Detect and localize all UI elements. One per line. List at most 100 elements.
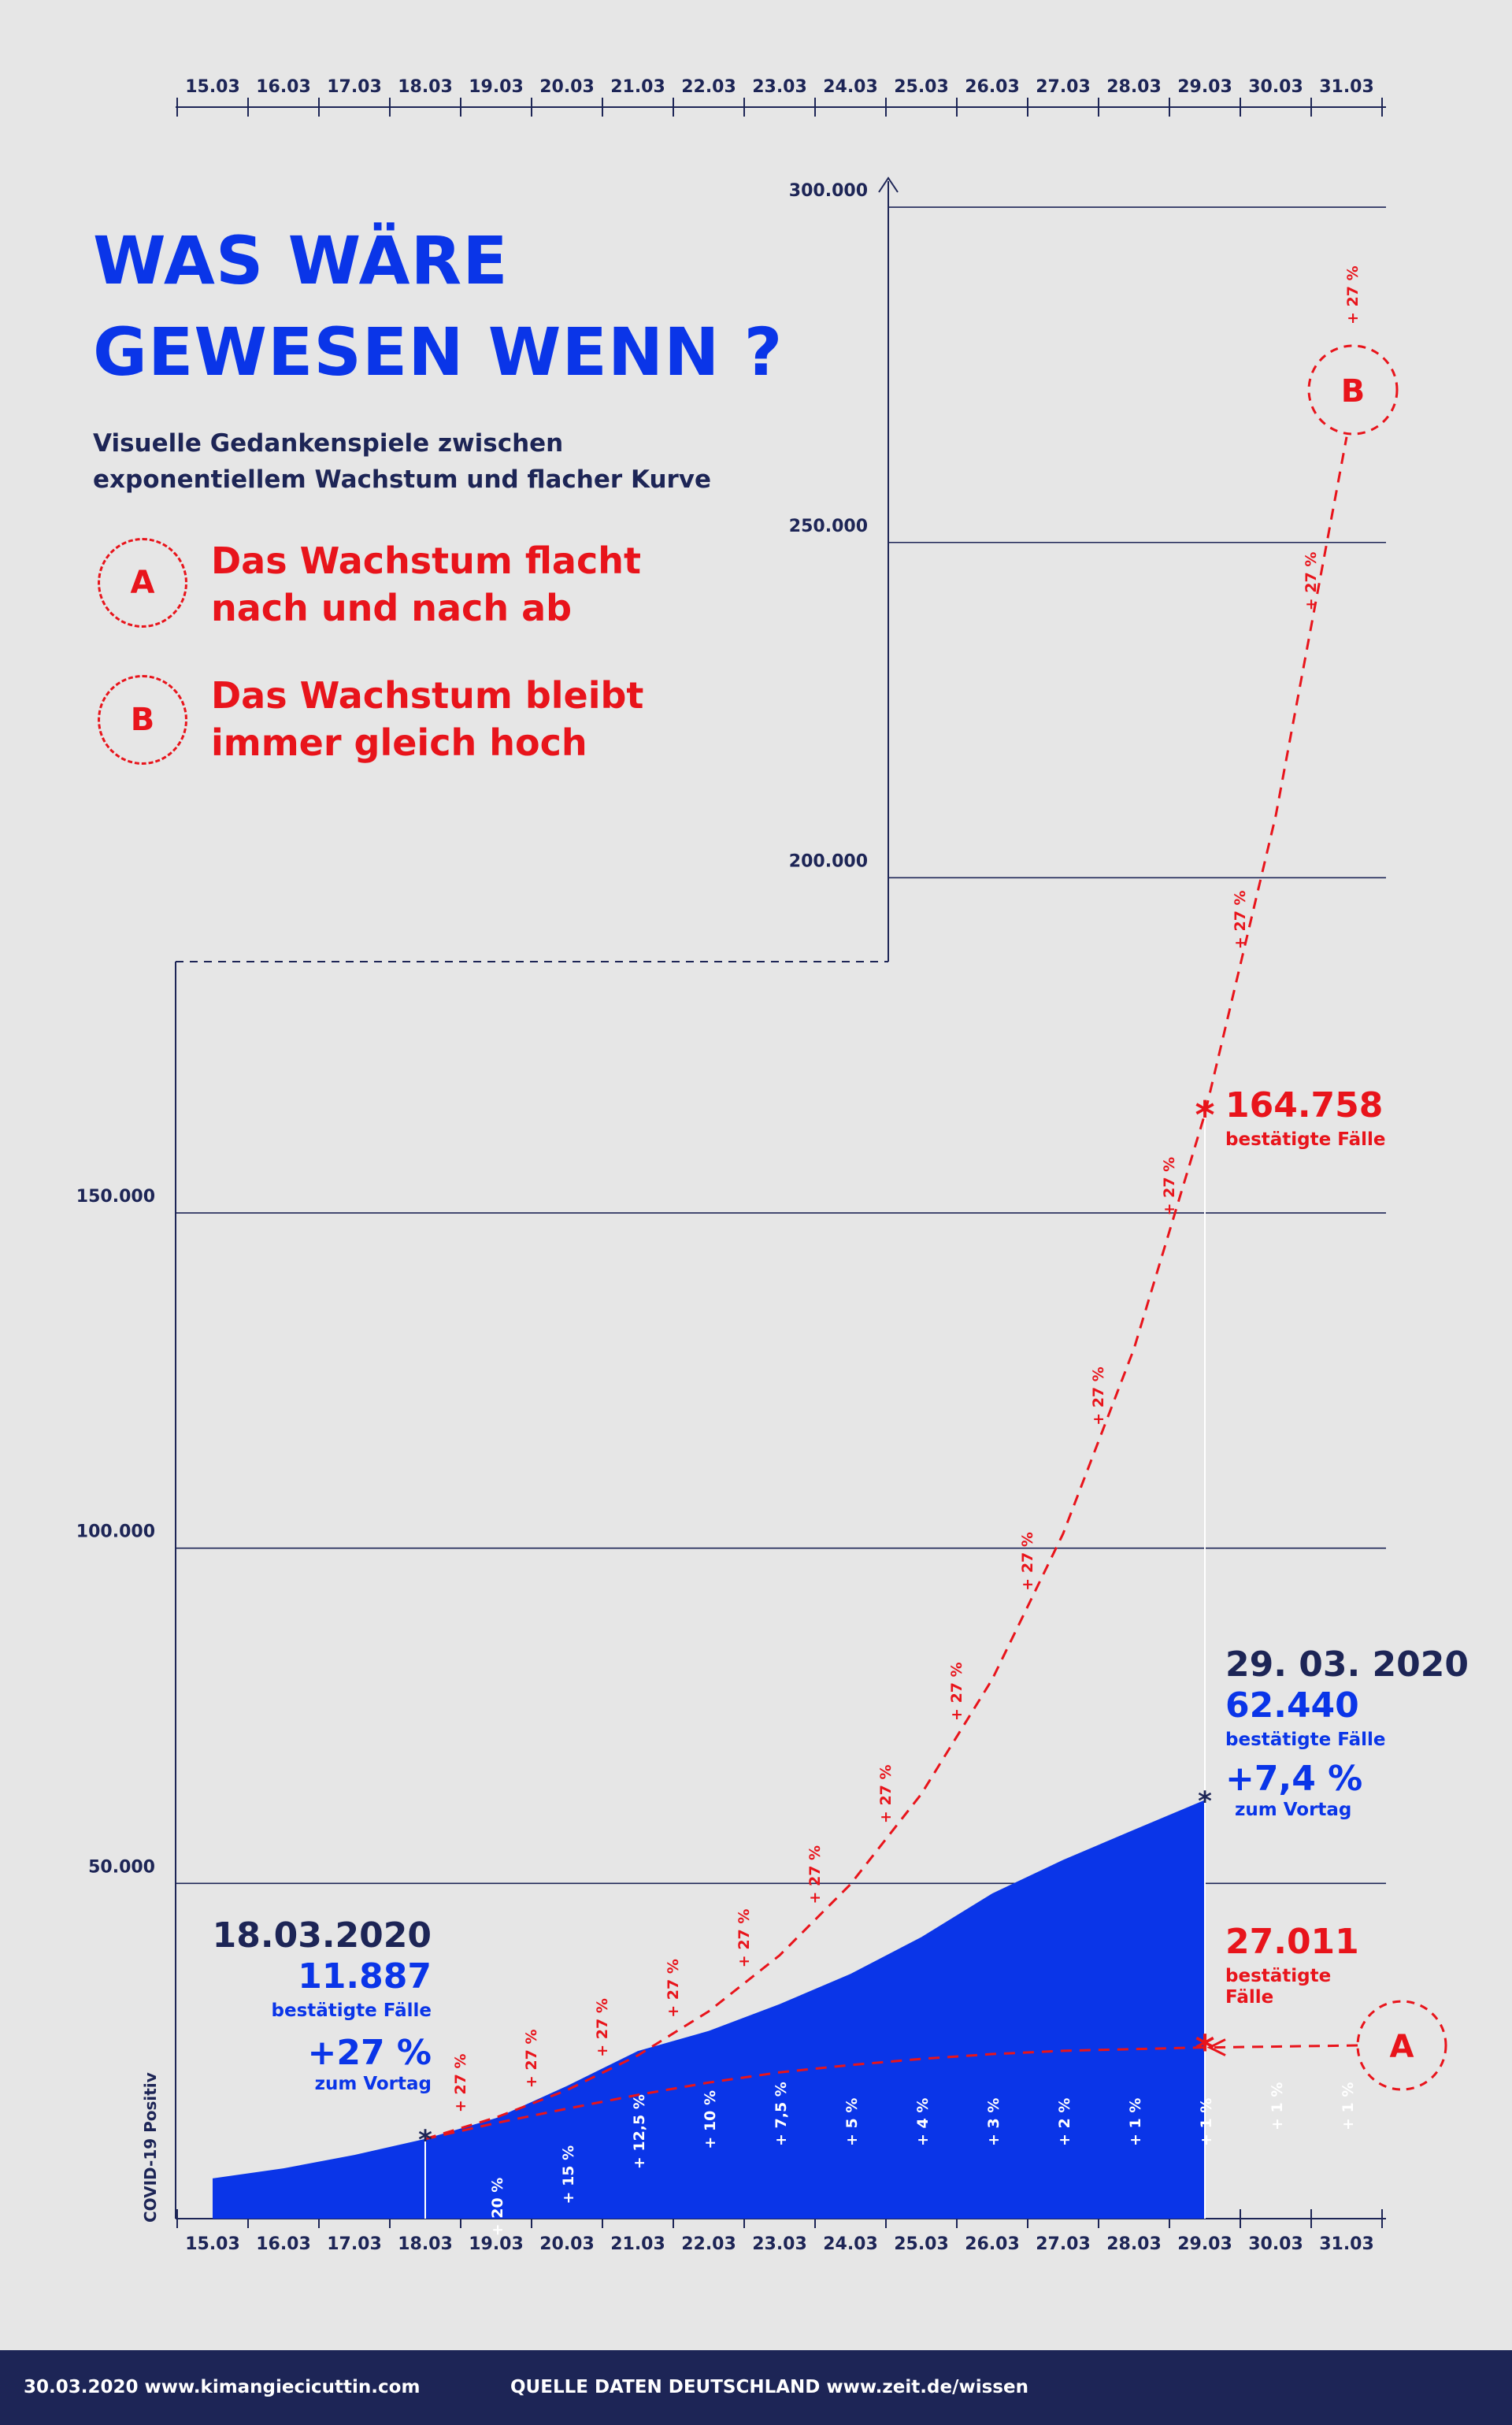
scenario-a-circle-label: A (1390, 2029, 1414, 2065)
legend-a-text: Das Wachstum flacht nach und nach ab (211, 537, 641, 632)
x-tick-label: 31.03 (1319, 2234, 1374, 2254)
growth-label-scenario-b: + 27 % (1232, 890, 1249, 949)
y-axis-label: COVID-19 Positiv (141, 2072, 160, 2223)
growth-label: + 1 % (1198, 2098, 1215, 2146)
scenario-a-value: 27.011 (1225, 1922, 1359, 1962)
scenario-a-arrow (1206, 2038, 1226, 2056)
growth-label-scenario-b: + 27 % (452, 2054, 469, 2113)
scenario-a-pointer (1214, 2044, 1358, 2049)
x-tick-label: 26.03 (965, 2234, 1020, 2254)
y-axis-arrow (878, 176, 899, 193)
title-line-2: GEWESEN WENN ? (93, 313, 784, 391)
growth-label-scenario-b: + 27 % (948, 1662, 965, 1721)
growth-label: + 3 % (985, 2098, 1002, 2146)
actual-point-marker: * (1198, 1785, 1212, 1817)
subtitle: Visuelle Gedankenspiele zwischen exponen… (93, 425, 711, 498)
footer-source: QUELLE DATEN DEUTSCHLAND www.zeit.de/wis… (510, 2377, 1028, 2397)
growth-label: + 2 % (1056, 2098, 1073, 2146)
growth-label: + 1 % (1127, 2098, 1144, 2146)
x-tick-label: 28.03 (1106, 2234, 1162, 2254)
start-value-label: bestätigte Fälle (271, 2000, 432, 2021)
x-tick-label-top: 23.03 (752, 77, 807, 97)
scenario-a-line (424, 2046, 1206, 2141)
x-tick-label-top: 21.03 (610, 77, 665, 97)
start-point-marker: * (418, 2125, 432, 2156)
scenario-b-value: 164.758 (1225, 1085, 1384, 1125)
y-tick-label: 300.000 (789, 181, 868, 201)
growth-label: + 5 % (843, 2098, 861, 2146)
scenario-a-annotation: 27.011 bestätigte Fälle (1225, 1922, 1359, 2008)
start-value: 11.887 (298, 1956, 432, 1997)
actual-change: +7,4 % (1225, 1758, 1363, 1799)
area-series-confirmed (213, 1800, 1205, 2219)
x-tick-label: 30.03 (1248, 2234, 1303, 2254)
title-line-1: WAS WÄRE (93, 222, 509, 299)
x-tick-label-top: 28.03 (1106, 77, 1162, 97)
x-tick-label: 23.03 (752, 2234, 807, 2254)
x-tick-label: 16.03 (256, 2234, 311, 2254)
x-tick-label: 20.03 (539, 2234, 595, 2254)
x-tick-label-top: 17.03 (327, 77, 382, 97)
growth-label-scenario-b: + 27 % (594, 1998, 611, 2057)
footer-left: 30.03.2020 www.kimangiecicuttin.com (24, 2377, 421, 2397)
legend-b-line-2: immer gleich hoch (211, 721, 587, 764)
y-tick-label: 100.000 (76, 1522, 155, 1542)
footer: 30.03.2020 www.kimangiecicuttin.com QUEL… (0, 2350, 1512, 2425)
growth-label: + 12,5 % (631, 2094, 648, 2169)
x-tick-label-top: 15.03 (185, 77, 240, 97)
x-tick-label: 22.03 (681, 2234, 736, 2254)
x-tick-label-top: 18.03 (398, 77, 453, 97)
x-tick-label-top: 26.03 (965, 77, 1020, 97)
y-tick-label: 250.000 (789, 517, 868, 536)
x-tick-label: 17.03 (327, 2234, 382, 2254)
growth-label: + 7,5 % (773, 2082, 790, 2146)
y-tick-label: 150.000 (76, 1187, 155, 1207)
growth-label-scenario-b: + 27 % (1303, 552, 1320, 611)
x-tick-label-top: 27.03 (1036, 77, 1091, 97)
growth-label-scenario-b: + 27 % (877, 1764, 895, 1823)
x-tick-label-top: 25.03 (894, 77, 949, 97)
growth-label: + 10 % (702, 2090, 719, 2149)
x-tick-label-top: 29.03 (1177, 77, 1232, 97)
legend-b-text: Das Wachstum bleibt immer gleich hoch (211, 672, 643, 766)
start-change-label: zum Vortag (314, 2073, 432, 2094)
growth-label: + 4 % (914, 2098, 932, 2146)
growth-label: + 20 % (489, 2178, 506, 2237)
scenario-b-point-marker: * (1195, 1094, 1214, 1138)
scenario-b-circle-label: B (1341, 373, 1366, 410)
growth-label: + 15 % (560, 2145, 577, 2204)
legend-a-line-1: Das Wachstum flacht (211, 540, 641, 582)
x-tick-label-top: 20.03 (539, 77, 595, 97)
growth-label-scenario-a: + 1 % (1340, 2082, 1357, 2130)
y-tick-label: 50.000 (88, 1857, 155, 1877)
x-tick-label-top: 31.03 (1319, 77, 1374, 97)
scenario-a-circle (1356, 2000, 1447, 2091)
start-date: 18.03.2020 (212, 1915, 432, 1956)
x-tick-label: 27.03 (1036, 2234, 1091, 2254)
x-tick-label: 25.03 (894, 2234, 949, 2254)
start-change: +27 % (307, 2032, 432, 2073)
legend-b-line-1: Das Wachstum bleibt (211, 674, 644, 717)
legend-a-marker: A (98, 538, 187, 628)
scenario-b-label: bestätigte Fälle (1225, 1129, 1386, 1150)
actual-annotation: 29. 03. 2020 62.440 bestätigte Fälle +7,… (1225, 1644, 1469, 1821)
x-tick-label-top: 16.03 (256, 77, 311, 97)
scenario-a-label-2: Fälle (1225, 1987, 1274, 2008)
actual-date: 29. 03. 2020 (1225, 1644, 1469, 1685)
legend-a-line-2: nach und nach ab (211, 587, 573, 629)
scenario-a-label-1: bestätigte (1225, 1965, 1332, 1986)
growth-label-scenario-b: + 27 % (806, 1845, 824, 1904)
subtitle-line-1: Visuelle Gedankenspiele zwischen (93, 429, 564, 458)
growth-label-scenario-b: + 27 % (1161, 1157, 1178, 1216)
actual-value-label: bestätigte Fälle (1225, 1729, 1386, 1750)
x-tick-label-top: 30.03 (1248, 77, 1303, 97)
x-tick-label: 19.03 (469, 2234, 524, 2254)
x-tick-label-top: 24.03 (823, 77, 878, 97)
growth-label-scenario-b: + 27 % (523, 2029, 540, 2088)
actual-change-label: zum Vortag (1235, 1799, 1352, 1820)
growth-label-scenario-b: + 27 % (1090, 1366, 1107, 1426)
x-tick-label: 21.03 (610, 2234, 665, 2254)
y-tick-label: 200.000 (789, 851, 868, 871)
growth-label-scenario-b: + 27 % (1019, 1532, 1036, 1591)
